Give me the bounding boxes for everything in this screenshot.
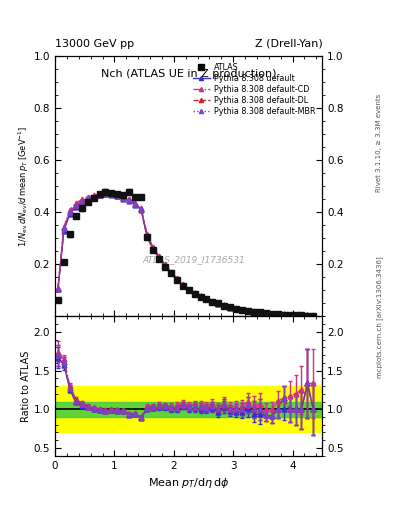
- Text: ATLAS_2019_I1736531: ATLAS_2019_I1736531: [143, 254, 245, 264]
- Legend: ATLAS, Pythia 8.308 default, Pythia 8.308 default-CD, Pythia 8.308 default-DL, P: ATLAS, Pythia 8.308 default, Pythia 8.30…: [190, 60, 318, 118]
- Text: Z (Drell-Yan): Z (Drell-Yan): [255, 38, 322, 49]
- Text: Nch (ATLAS UE in Z production): Nch (ATLAS UE in Z production): [101, 69, 276, 79]
- Text: Rivet 3.1.10, ≥ 3.3M events: Rivet 3.1.10, ≥ 3.3M events: [376, 94, 382, 193]
- Bar: [55, 386, 322, 433]
- X-axis label: Mean $p_T/\mathrm{d}\eta\,\mathrm{d}\phi$: Mean $p_T/\mathrm{d}\eta\,\mathrm{d}\phi…: [148, 476, 230, 490]
- Text: mcplots.cern.ch [arXiv:1306.3436]: mcplots.cern.ch [arXiv:1306.3436]: [376, 257, 383, 378]
- Y-axis label: Ratio to ATLAS: Ratio to ATLAS: [21, 350, 31, 422]
- Y-axis label: $1/N_\mathrm{ev}\,dN_\mathrm{ev}/d\,\mathrm{mean}\,p_T\,[\mathrm{GeV}^{-1}]$: $1/N_\mathrm{ev}\,dN_\mathrm{ev}/d\,\mat…: [17, 126, 31, 247]
- Bar: [55, 401, 322, 417]
- Text: 13000 GeV pp: 13000 GeV pp: [55, 38, 134, 49]
